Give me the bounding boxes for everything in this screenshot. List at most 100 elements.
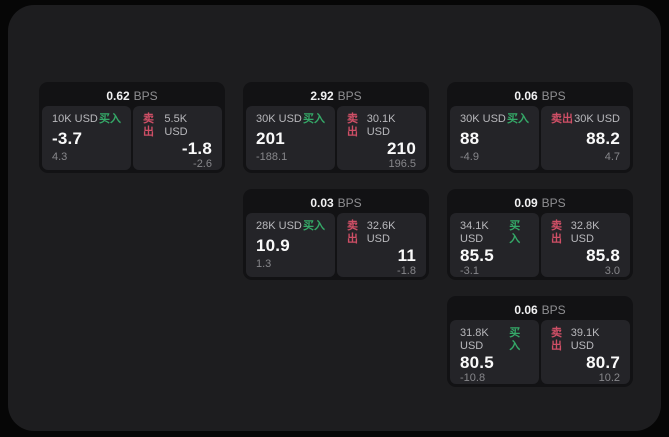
buy-pane-header: 28K USD 买入 xyxy=(256,220,325,233)
sell-change: 196.5 xyxy=(388,158,416,170)
buy-price: -3.7 xyxy=(52,129,83,148)
buy-pane[interactable]: 10K USD 买入 -3.7 4.3 xyxy=(42,106,131,170)
buy-amount: 10K USD xyxy=(52,113,98,125)
sell-pane-header: 卖出 32.6K USD xyxy=(347,220,416,246)
sell-amount: 39.1K USD xyxy=(570,327,600,352)
sell-pane[interactable]: 卖出 5.5K USD -1.8 -2.6 xyxy=(133,106,222,170)
spread-unit-label: BPS xyxy=(337,88,362,103)
sell-change: 10.2 xyxy=(598,372,620,384)
buy-pane[interactable]: 34.1K USD 买入 85.5 -3.1 xyxy=(450,213,539,277)
buy-pane-header: 10K USD 买入 xyxy=(52,113,121,126)
spread-value: 0.03 xyxy=(310,195,334,210)
buy-pane-header: 31.8K USD 买入 xyxy=(460,327,529,353)
sell-pane-header: 卖出 39.1K USD xyxy=(551,327,620,353)
spread-header: 0.09 BPS xyxy=(450,192,630,213)
buy-amount: 28K USD xyxy=(256,220,302,232)
buy-change: 4.3 xyxy=(52,151,68,163)
sell-price: 85.8 xyxy=(586,246,620,265)
sell-amount: 32.6K USD xyxy=(366,220,396,245)
spread-header: 0.62 BPS xyxy=(42,85,222,106)
sell-label: 卖出 xyxy=(143,113,154,138)
spread-header: 2.92 BPS xyxy=(246,85,426,106)
sell-amount: 30.1K USD xyxy=(366,113,396,138)
spread-header: 0.06 BPS xyxy=(450,299,630,320)
sell-amount: 30K USD xyxy=(574,113,620,125)
spread-value: 0.62 xyxy=(106,88,130,103)
sell-pane[interactable]: 卖出 32.6K USD 11 -1.8 xyxy=(337,213,426,277)
buy-price: 85.5 xyxy=(460,246,494,265)
buy-pane-header: 34.1K USD 买入 xyxy=(460,220,529,246)
buy-label: 买入 xyxy=(303,113,325,125)
buy-price: 88 xyxy=(460,129,480,148)
sell-amount: 5.5K USD xyxy=(164,113,188,138)
sell-price: 88.2 xyxy=(586,129,620,148)
sell-price: 80.7 xyxy=(586,353,620,372)
quote-card: 0.06 BPS 30K USD 买入 88 -4.9 卖出 xyxy=(447,82,633,173)
spread-unit-label: BPS xyxy=(541,195,566,210)
sell-label: 卖出 xyxy=(551,113,573,125)
sell-pane-header: 卖出 30K USD xyxy=(551,113,620,126)
buy-amount: 30K USD xyxy=(460,113,506,125)
buy-amount: 30K USD xyxy=(256,113,302,125)
buy-change: 1.3 xyxy=(256,258,272,270)
buy-label: 买入 xyxy=(303,220,325,232)
buy-amount: 34.1K USD xyxy=(460,220,489,245)
spread-header: 0.03 BPS xyxy=(246,192,426,213)
sell-pane[interactable]: 卖出 30K USD 88.2 4.7 xyxy=(541,106,630,170)
spread-value: 2.92 xyxy=(310,88,334,103)
quote-body: 30K USD 买入 201 -188.1 卖出 30.1K USD 210 1… xyxy=(246,106,426,170)
buy-price: 80.5 xyxy=(460,353,494,372)
sell-price: 210 xyxy=(387,139,416,158)
buy-pane-header: 30K USD 买入 xyxy=(256,113,325,126)
buy-change: -3.1 xyxy=(460,265,479,277)
sell-label: 卖出 xyxy=(551,220,562,245)
spread-value: 0.09 xyxy=(514,195,538,210)
spread-unit-label: BPS xyxy=(541,302,566,317)
buy-label: 买入 xyxy=(509,220,521,245)
buy-pane-header: 30K USD 买入 xyxy=(460,113,529,126)
sell-pane-header: 卖出 32.8K USD xyxy=(551,220,620,246)
buy-change: -10.8 xyxy=(460,372,486,384)
quote-grid: 0.62 BPS 10K USD 买入 -3.7 4.3 卖出 xyxy=(39,82,633,387)
sell-label: 卖出 xyxy=(551,327,562,352)
sell-change: -1.8 xyxy=(397,265,416,277)
sell-pane[interactable]: 卖出 30.1K USD 210 196.5 xyxy=(337,106,426,170)
sell-change: 4.7 xyxy=(604,151,620,163)
quote-card: 0.06 BPS 31.8K USD 买入 80.5 -10.8 卖 xyxy=(447,296,633,387)
sell-change: -2.6 xyxy=(193,158,212,170)
buy-label: 买入 xyxy=(509,327,521,352)
spread-header: 0.06 BPS xyxy=(450,85,630,106)
quote-body: 10K USD 买入 -3.7 4.3 卖出 5.5K USD -1.8 -2.… xyxy=(42,106,222,170)
buy-change: -188.1 xyxy=(256,151,288,163)
buy-pane[interactable]: 30K USD 买入 88 -4.9 xyxy=(450,106,539,170)
quotes-panel: 0.62 BPS 10K USD 买入 -3.7 4.3 卖出 xyxy=(8,5,661,431)
buy-label: 买入 xyxy=(507,113,529,125)
quote-card: 0.09 BPS 34.1K USD 买入 85.5 -3.1 卖出 xyxy=(447,189,633,280)
buy-label: 买入 xyxy=(99,113,121,125)
sell-pane-header: 卖出 5.5K USD xyxy=(143,113,212,139)
sell-label: 卖出 xyxy=(347,113,358,138)
quote-body: 30K USD 买入 88 -4.9 卖出 30K USD 88.2 4.7 xyxy=(450,106,630,170)
quote-card: 2.92 BPS 30K USD 买入 201 -188.1 卖出 xyxy=(243,82,429,173)
buy-pane[interactable]: 28K USD 买入 10.9 1.3 xyxy=(246,213,335,277)
buy-price: 201 xyxy=(256,129,285,148)
quote-body: 31.8K USD 买入 80.5 -10.8 卖出 39.1K USD 80.… xyxy=(450,320,630,384)
buy-change: -4.9 xyxy=(460,151,479,163)
sell-price: 11 xyxy=(397,246,416,265)
quote-card: 0.62 BPS 10K USD 买入 -3.7 4.3 卖出 xyxy=(39,82,225,173)
buy-amount: 31.8K USD xyxy=(460,327,489,352)
spread-unit-label: BPS xyxy=(133,88,158,103)
sell-pane[interactable]: 卖出 39.1K USD 80.7 10.2 xyxy=(541,320,630,384)
buy-pane[interactable]: 30K USD 买入 201 -188.1 xyxy=(246,106,335,170)
buy-price: 10.9 xyxy=(256,236,290,255)
sell-amount: 32.8K USD xyxy=(570,220,600,245)
sell-pane-header: 卖出 30.1K USD xyxy=(347,113,416,139)
sell-pane[interactable]: 卖出 32.8K USD 85.8 3.0 xyxy=(541,213,630,277)
buy-pane[interactable]: 31.8K USD 买入 80.5 -10.8 xyxy=(450,320,539,384)
spread-value: 0.06 xyxy=(514,88,538,103)
sell-change: 3.0 xyxy=(604,265,620,277)
spread-unit-label: BPS xyxy=(541,88,566,103)
spread-value: 0.06 xyxy=(514,302,538,317)
sell-label: 卖出 xyxy=(347,220,358,245)
